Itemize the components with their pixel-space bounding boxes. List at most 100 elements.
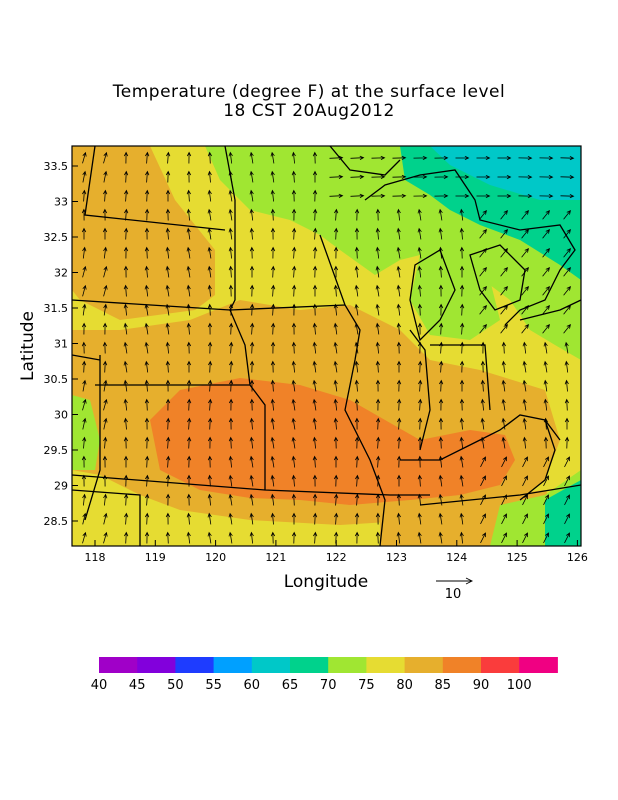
wind-arrow (165, 170, 171, 183)
wind-arrow (501, 379, 506, 392)
wind-arrow (228, 531, 233, 544)
wind-arrow (186, 322, 191, 335)
wind-arrow (186, 303, 191, 316)
wind-arrow (354, 379, 359, 392)
wind-arrow (413, 174, 428, 180)
wind-arrow (249, 512, 254, 525)
wind-arrow (354, 208, 360, 221)
wind-arrow (207, 208, 212, 221)
wind-arrow (144, 341, 149, 354)
wind-arrow (144, 227, 150, 240)
lake-erie-shore (519, 299, 581, 321)
wind-arrow (396, 284, 401, 297)
zone-75-80-north (205, 146, 581, 360)
map-frame (71, 145, 582, 547)
wind-arrow (459, 360, 465, 373)
wind-arrow (439, 322, 444, 335)
wind-arrow (249, 170, 254, 183)
wind-arrow (207, 474, 212, 487)
wind-arrow (333, 360, 338, 373)
wind-arrow (165, 246, 170, 259)
y-tick-label: 30 (54, 409, 68, 422)
wind-arrow (543, 398, 548, 411)
wind-arrow (312, 493, 318, 506)
wind-arrow (476, 174, 491, 180)
wind-arrow (165, 512, 171, 525)
colorbar-label: 100 (507, 678, 532, 693)
wind-arrow (564, 398, 569, 411)
wind-arrow (187, 398, 192, 411)
wind-arrow (543, 341, 548, 354)
x-tick-label: 121 (265, 551, 286, 564)
wind-arrow (396, 531, 401, 544)
wind-arrow (312, 341, 317, 354)
wind-arrow (270, 246, 276, 259)
wind-arrow (145, 151, 150, 164)
zone-85-90-west (72, 146, 215, 320)
wind-arrow (455, 155, 470, 161)
wind-arrow (313, 227, 318, 240)
wind-arrow (376, 417, 381, 430)
wind-arrow (396, 493, 401, 506)
reference-vector: 10 (436, 577, 474, 602)
wind-arrow (291, 512, 297, 525)
wind-arrow (521, 285, 529, 296)
wind-arrow (480, 436, 485, 449)
wind-arrow (396, 512, 401, 525)
wind-arrow (480, 494, 486, 506)
wind-arrow (417, 531, 422, 544)
y-tick-label: 28.5 (44, 515, 69, 528)
wind-arrow (186, 246, 191, 259)
wind-arrow (438, 284, 444, 297)
wind-arrow (312, 322, 317, 335)
wind-arrow (228, 227, 233, 240)
wind-arrow (439, 341, 444, 354)
wind-arrow (438, 436, 443, 449)
wind-arrow (103, 398, 108, 411)
wind-arrow (312, 284, 318, 297)
wind-arrow (166, 151, 171, 164)
wind-arrow (396, 208, 401, 221)
wind-arrow (291, 303, 297, 316)
wind-arrow (501, 513, 507, 525)
wind-arrow (564, 436, 570, 449)
x-tick-label: 125 (507, 551, 528, 564)
state-line-12 (84, 355, 101, 521)
state-line-15 (519, 419, 556, 501)
wind-arrow (312, 360, 317, 373)
wind-arrow (82, 189, 87, 202)
wind-arrow (413, 155, 428, 161)
wind-arrow (313, 512, 318, 525)
wind-arrow (333, 284, 338, 297)
wind-arrow (479, 228, 487, 239)
wind-arrow (165, 208, 171, 221)
wind-arrow (439, 360, 444, 373)
wind-arrow (563, 304, 571, 315)
wind-arrow (392, 155, 407, 161)
wind-arrow (144, 512, 150, 525)
wind-arrow (333, 398, 338, 411)
wind-arrow (124, 531, 129, 544)
wind-arrow (459, 531, 464, 544)
wind-arrow (521, 228, 529, 239)
wind-arrow (354, 227, 360, 240)
wind-arrow (396, 360, 402, 373)
wind-arrow (207, 493, 212, 506)
wind-arrow (292, 227, 297, 240)
colorbar-label: 65 (282, 678, 299, 693)
wind-arrow (228, 493, 233, 506)
wind-arrow (270, 512, 275, 525)
wind-arrow (228, 436, 233, 449)
wind-arrow (333, 341, 338, 354)
wind-arrow (522, 494, 528, 506)
wind-arrow (312, 303, 318, 316)
wind-arrow (186, 151, 192, 164)
wind-arrow (354, 360, 359, 373)
wind-arrow (542, 266, 550, 277)
wind-arrow (543, 456, 549, 468)
wind-arrow (207, 189, 212, 202)
wind-arrow (292, 284, 297, 297)
colorbar-label: 80 (396, 678, 413, 693)
wind-arrow (207, 284, 212, 297)
wind-arrow (500, 285, 508, 296)
